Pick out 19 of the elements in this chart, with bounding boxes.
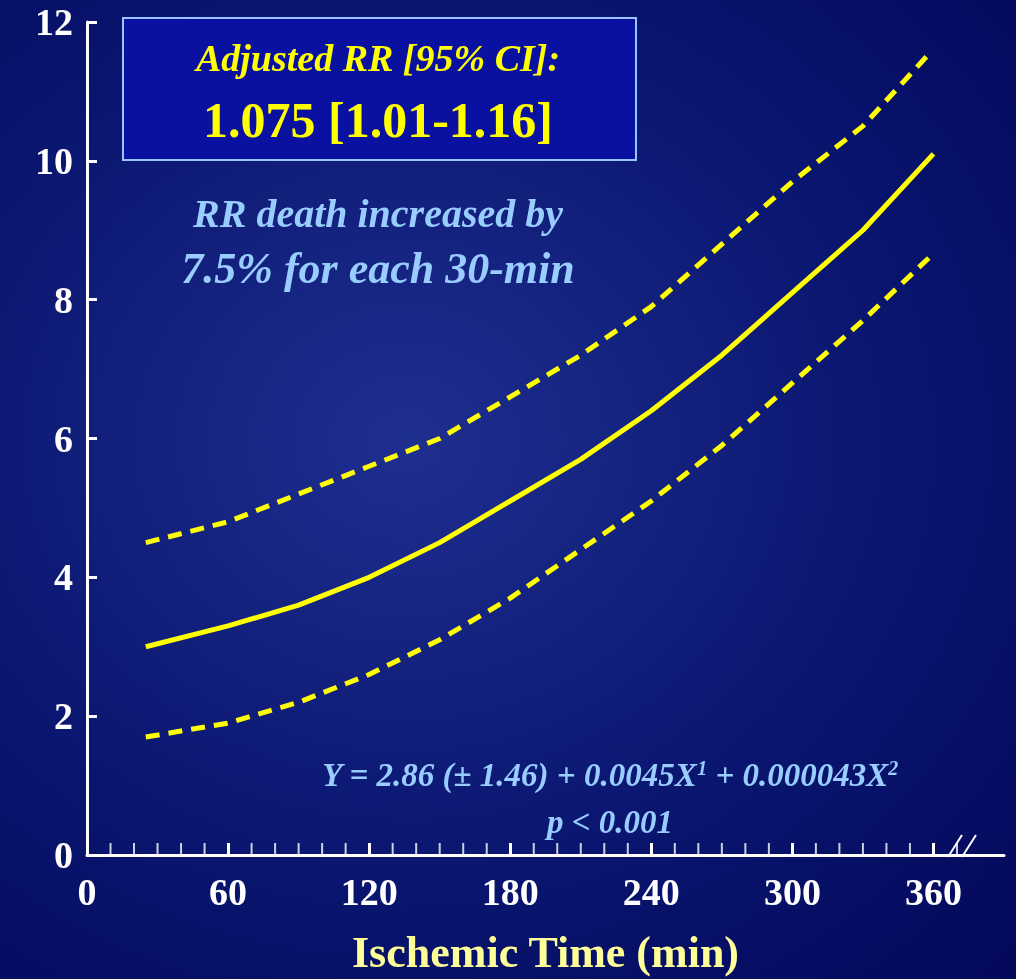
annotation: 1.075 [1.01-1.16]: [203, 92, 553, 148]
y-tick-label: 10: [35, 139, 73, 182]
y-tick-label: 6: [54, 417, 73, 460]
annotation: 7.5% for each 30-min: [181, 243, 575, 293]
annotation: Adjusted RR [95% CI]:: [193, 37, 561, 79]
x-tick-label: 300: [763, 871, 821, 913]
annotation: RR death increased by: [192, 190, 564, 236]
y-tick-label: 12: [35, 1, 73, 43]
y-tick-label: 0: [54, 834, 73, 876]
y-tick-label: 8: [54, 278, 73, 321]
annotation: p < 0.001: [543, 804, 674, 840]
x-tick-label: 60: [209, 871, 248, 913]
y-tick-label: 2: [54, 695, 73, 738]
x-tick-label: 360: [904, 871, 962, 913]
x-axis-title: Ischemic Time (min): [352, 927, 739, 977]
y-tick-label: 4: [54, 556, 73, 599]
x-tick-label: 120: [340, 871, 398, 913]
x-tick-label: 240: [622, 871, 680, 913]
x-tick-label: 180: [481, 871, 539, 913]
